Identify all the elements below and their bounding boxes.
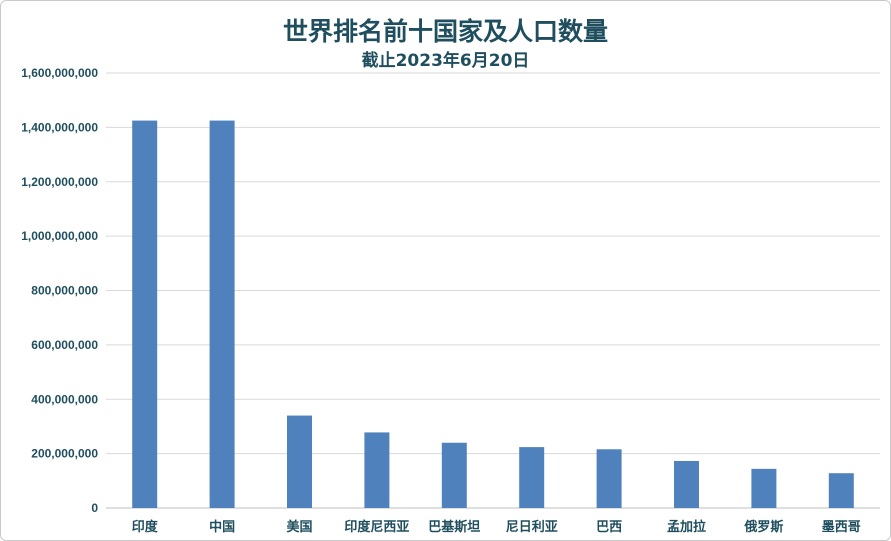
x-tick-label: 俄罗斯 (743, 519, 783, 535)
x-tick-label: 孟加拉 (667, 519, 706, 535)
x-tick-label: 巴西 (596, 520, 622, 535)
x-tick-label: 印度尼西亚 (344, 519, 409, 535)
y-tick-label: 600,000,000 (31, 338, 98, 352)
bar (828, 473, 854, 508)
bar (287, 415, 312, 508)
x-tick-label: 墨西哥 (822, 519, 861, 535)
y-tick-label: 1,600,000,000 (21, 66, 98, 80)
y-tick-label: 1,200,000,000 (21, 175, 98, 189)
bar (209, 120, 235, 508)
bar (132, 120, 158, 508)
y-tick-label: 400,000,000 (31, 392, 98, 406)
bar (441, 442, 467, 508)
y-tick-label: 200,000,000 (31, 447, 98, 461)
y-tick-label: 1,000,000,000 (21, 229, 98, 243)
y-tick-label: 1,400,000,000 (21, 120, 98, 134)
x-tick-label: 巴基斯坦 (428, 519, 480, 535)
chart-subtitle: 截止2023年6月20日 (361, 51, 530, 71)
bar (519, 447, 545, 508)
x-tick-label: 中国 (209, 519, 235, 535)
bar (751, 468, 777, 508)
bar (364, 432, 390, 508)
x-tick-label: 尼日利亚 (506, 519, 558, 535)
chart-title: 世界排名前十国家及人口数量 (282, 17, 608, 46)
bar (674, 460, 699, 508)
x-tick-label: 印度 (132, 519, 159, 535)
bar (596, 449, 622, 508)
x-tick-label: 美国 (286, 519, 312, 535)
y-tick-label: 0 (91, 501, 98, 515)
y-tick-label: 800,000,000 (31, 284, 98, 298)
